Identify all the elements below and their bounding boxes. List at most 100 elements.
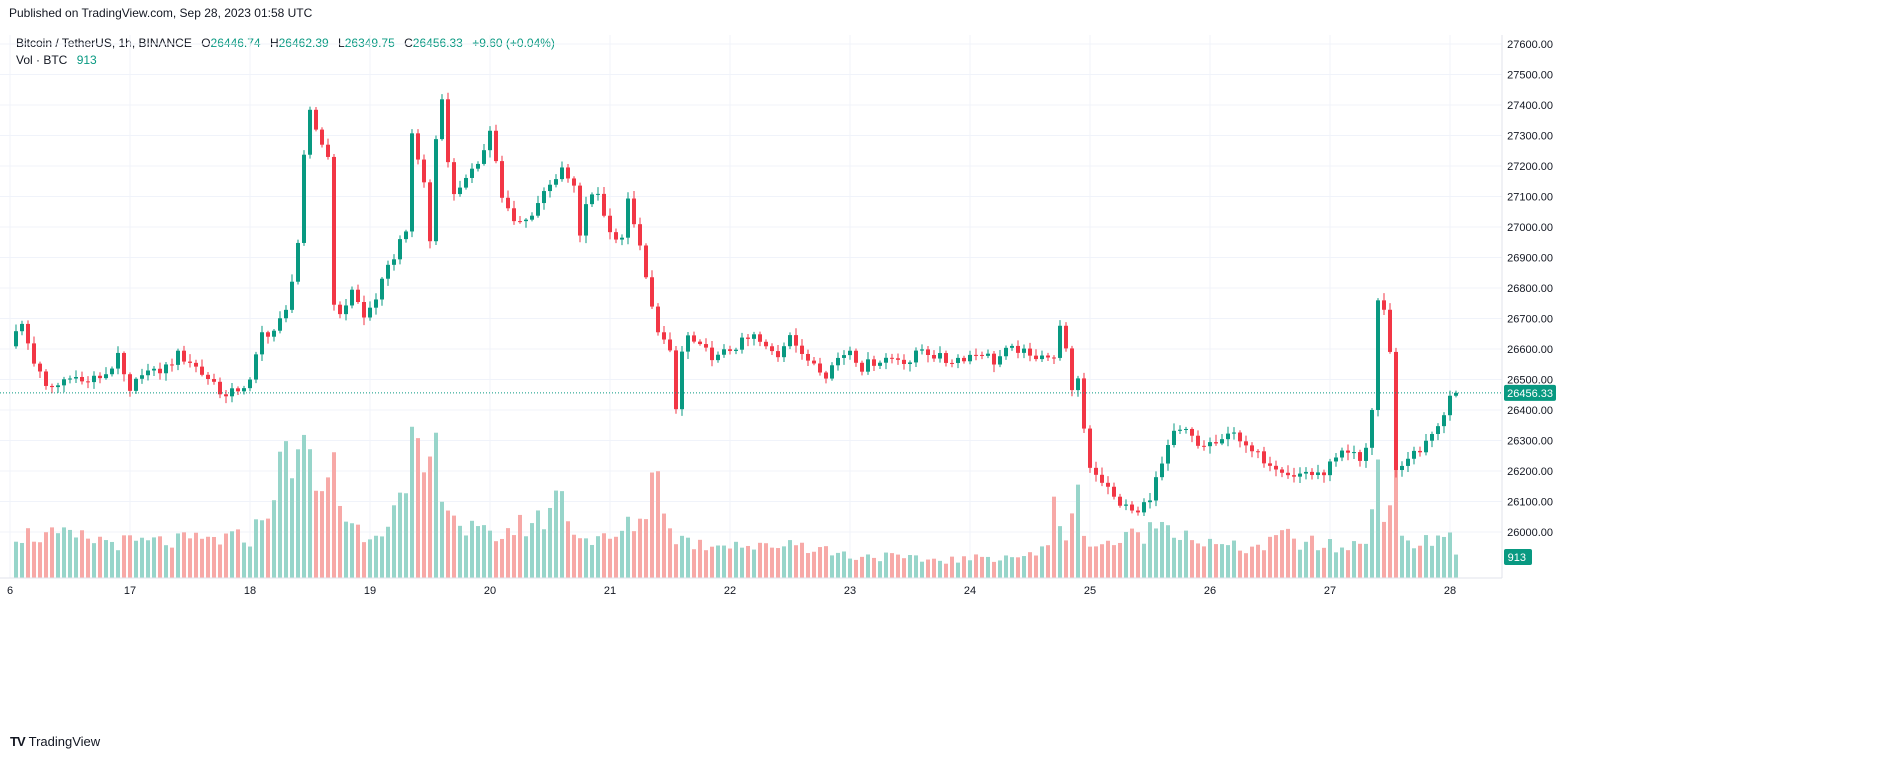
volume-bar — [1172, 537, 1176, 578]
volume-bar — [566, 521, 570, 578]
volume-bar — [1304, 541, 1308, 578]
time-axis[interactable]: 6 17 18 19 20 21 22 23 24 25 26 27 28 — [0, 577, 1502, 597]
candle-body — [278, 318, 282, 331]
volume-bar — [734, 541, 738, 578]
last-price-tag — [1504, 384, 1556, 401]
price-tick-label: 27000.00 — [1507, 222, 1553, 234]
candle-body — [1364, 447, 1368, 461]
candle-body — [1016, 345, 1020, 353]
candle-body — [566, 167, 570, 179]
volume-bar — [944, 563, 948, 578]
candle-body — [848, 350, 852, 356]
volume-bar — [1376, 459, 1380, 578]
volume-bar — [362, 542, 366, 578]
price-tick-label: 27600.00 — [1507, 39, 1553, 51]
volume-bar — [638, 518, 642, 578]
volume-bar — [836, 552, 840, 578]
volume-bar — [230, 531, 234, 578]
price-tick-label: 26600.00 — [1507, 344, 1553, 356]
volume-bar — [296, 449, 300, 578]
candle-body — [446, 99, 450, 163]
candlestick-chart[interactable]: 27600.00 27500.00 27400.00 27300.00 27200.00… — [0, 30, 1883, 730]
candle-body — [536, 203, 540, 216]
price-legend-row[interactable]: Bitcoin / TetherUS, 1h, BINANCE O26446.7… — [16, 35, 555, 52]
candle-body — [284, 309, 288, 319]
volume-bar — [674, 544, 678, 578]
candle-body — [704, 344, 708, 348]
candle-body — [956, 357, 960, 363]
volume-bar — [266, 518, 270, 578]
candle-body — [782, 346, 786, 358]
tradingview-brand[interactable]: TV TradingView — [10, 734, 100, 749]
volume-bar — [1280, 530, 1284, 578]
candle-body — [1070, 348, 1074, 391]
volume-bar — [1316, 550, 1320, 578]
volume-bar — [632, 531, 636, 578]
volume-bar — [56, 533, 60, 578]
candle-body — [14, 331, 18, 347]
low-label: L — [338, 36, 345, 50]
candle-body — [410, 133, 414, 232]
volume-bar — [1442, 536, 1446, 578]
time-tick-label: 27 — [1324, 585, 1336, 597]
candle-body — [326, 144, 330, 157]
candle-body — [218, 381, 222, 395]
volume-bar — [50, 527, 54, 578]
candle-body — [836, 357, 840, 366]
volume-bar — [1220, 544, 1224, 578]
volume-bar — [218, 544, 222, 578]
volume-bar — [122, 535, 126, 578]
published-caption: Published on TradingView.com, Sep 28, 20… — [9, 6, 313, 20]
candle-body — [464, 177, 468, 188]
candle-body — [812, 360, 816, 364]
volume-bar — [452, 515, 456, 578]
volume-bar — [68, 529, 72, 578]
candle-body — [824, 372, 828, 379]
volume-bar — [758, 542, 762, 578]
candle-body — [1178, 429, 1182, 431]
volume-bar — [1130, 528, 1134, 578]
volume-bar — [1412, 548, 1416, 578]
volume-legend-row[interactable]: Vol · BTC 913 — [16, 52, 555, 69]
volume-bar — [512, 535, 516, 578]
candle-body — [398, 239, 402, 260]
volume-bar — [1358, 543, 1362, 578]
volume-bar — [1244, 553, 1248, 578]
price-tick-label: 26700.00 — [1507, 314, 1553, 326]
candle-body — [1334, 457, 1338, 462]
volume-bar — [950, 556, 954, 578]
candle-body — [980, 354, 984, 356]
price-axis[interactable]: 27600.00 27500.00 27400.00 27300.00 27200.00… — [1501, 35, 1553, 578]
volume-bar — [1190, 540, 1194, 578]
candle-body — [1034, 355, 1038, 360]
candle-body — [758, 334, 762, 342]
candle-body — [1208, 442, 1212, 447]
volume-bar — [764, 543, 768, 578]
candle-body — [50, 385, 54, 388]
candle-body — [1442, 415, 1446, 427]
volume-bar — [1052, 496, 1056, 578]
volume-bar — [932, 558, 936, 578]
candle-body — [1166, 445, 1170, 464]
volume-bar — [854, 559, 858, 578]
volume-bar — [752, 549, 756, 578]
chart-area[interactable]: 27600.00 27500.00 27400.00 27300.00 27200.00… — [0, 30, 1883, 730]
volume-bar — [1112, 545, 1116, 578]
candle-body — [686, 335, 690, 352]
candles — [14, 92, 1458, 517]
candle-body — [776, 351, 780, 358]
volume-bar — [368, 539, 372, 578]
volume-bar — [62, 527, 66, 578]
candle-body — [578, 185, 582, 236]
candle-body — [716, 354, 720, 361]
candle-body — [1220, 439, 1224, 444]
volume-bar — [746, 545, 750, 578]
candle-body — [518, 221, 522, 223]
volume-bar — [992, 561, 996, 578]
volume-bar — [596, 536, 600, 578]
volume-bar — [1418, 545, 1422, 578]
candle-body — [1022, 348, 1026, 353]
candle-body — [692, 335, 696, 342]
volume-bar — [344, 521, 348, 578]
volume-bar — [404, 493, 408, 578]
